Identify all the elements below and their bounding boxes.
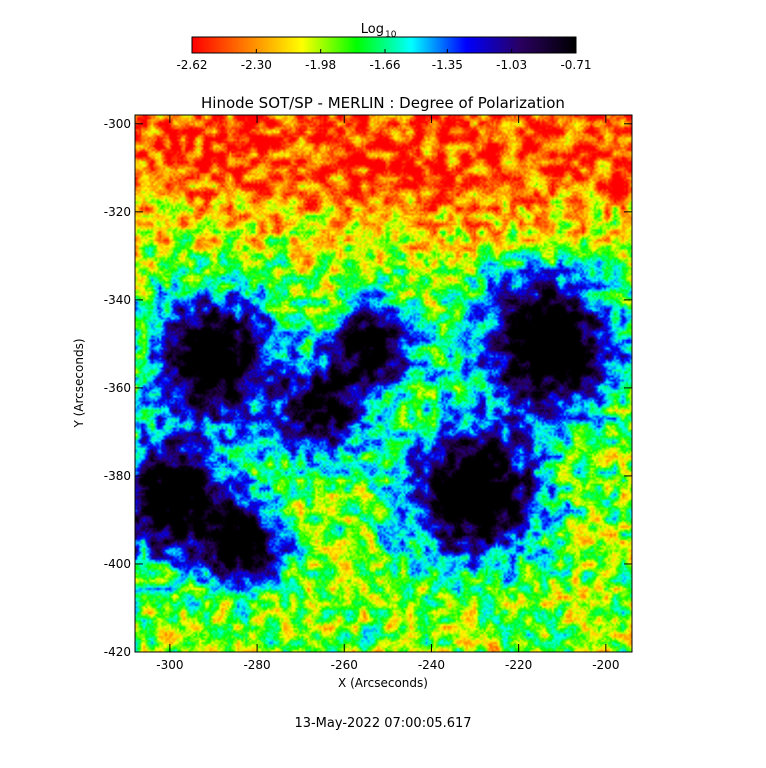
colorbar: Log 10 -2.62 -2.30 -1.98 -1.66 -1.35 -1.03 -0.… <box>176 22 591 72</box>
y-tick-label: -320 <box>104 205 131 219</box>
y-axis-ticks: -300 -320 -340 -360 -380 -400 -420 <box>104 117 632 659</box>
y-tick-label: -420 <box>104 645 131 659</box>
colorbar-label-subscript: 10 <box>385 30 397 40</box>
colorbar-tick-label: -2.30 <box>241 58 272 72</box>
x-axis-ticks: -300 -280 -260 -240 -220 -200 <box>156 115 619 672</box>
x-axis-label: X (Arcseconds) <box>338 676 428 690</box>
observation-timestamp: 13-May-2022 07:00:05.617 <box>294 716 471 731</box>
colorbar-gradient <box>192 37 576 53</box>
heatmap-image <box>135 115 632 652</box>
y-tick-label: -380 <box>104 469 131 483</box>
x-tick-label: -220 <box>505 658 532 672</box>
y-tick-label: -400 <box>104 557 131 571</box>
colorbar-tick-label: -1.66 <box>369 58 400 72</box>
y-axis-label: Y (Arcseconds) <box>72 338 86 428</box>
colorbar-tick-label: -0.71 <box>560 58 591 72</box>
y-tick-label: -360 <box>104 381 131 395</box>
plot-area: -300 -280 -260 -240 -220 -200 -300 -320 -340 -36… <box>104 114 633 672</box>
y-tick-label: -300 <box>104 117 131 131</box>
colorbar-tick-label: -2.62 <box>176 58 207 72</box>
plot-frame <box>134 114 633 653</box>
colorbar-ticks: -2.62 -2.30 -1.98 -1.66 -1.35 -1.03 -0.71 <box>176 49 592 72</box>
x-tick-label: -280 <box>243 658 270 672</box>
chart-title: Hinode SOT/SP - MERLIN : Degree of Polar… <box>201 94 565 112</box>
x-tick-label: -300 <box>156 658 183 672</box>
x-tick-label: -200 <box>592 658 619 672</box>
colorbar-frame <box>191 36 577 54</box>
y-tick-label: -340 <box>104 293 131 307</box>
colorbar-tick-label: -1.03 <box>496 58 527 72</box>
colorbar-tick-label: -1.98 <box>305 58 336 72</box>
colorbar-tick-label: -1.35 <box>432 58 463 72</box>
x-tick-label: -260 <box>331 658 358 672</box>
colorbar-label: Log <box>361 22 384 37</box>
x-tick-label: -240 <box>418 658 445 672</box>
